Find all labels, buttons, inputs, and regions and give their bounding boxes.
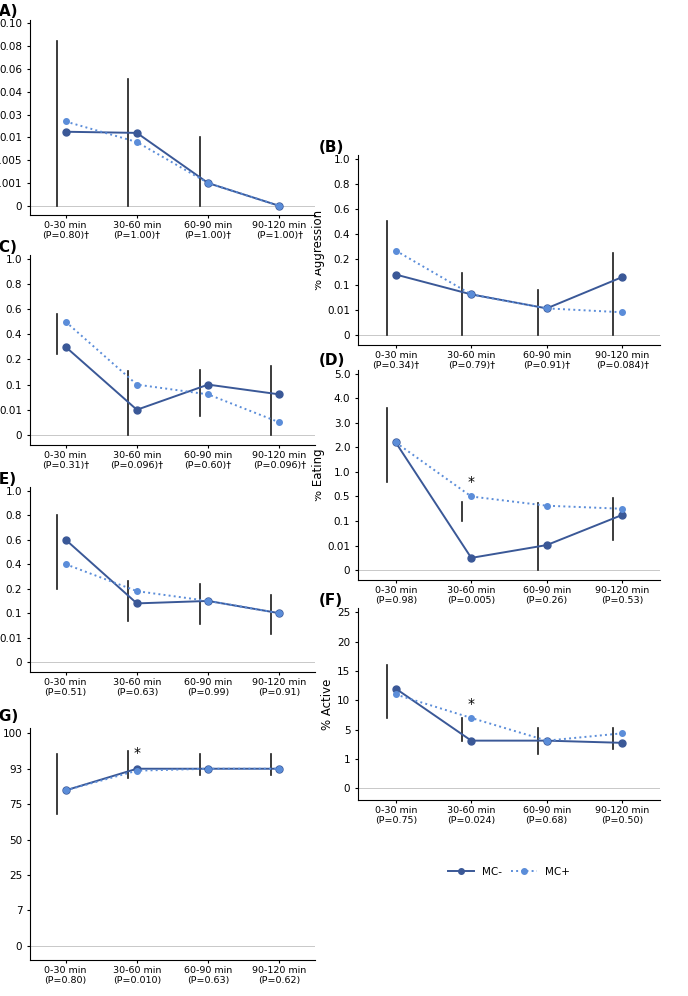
- Legend: MC-, MC+: MC-, MC+: [107, 507, 237, 526]
- Text: *: *: [468, 475, 475, 489]
- Legend: MC-, MC+: MC-, MC+: [444, 863, 574, 881]
- Text: (F): (F): [319, 593, 343, 608]
- Y-axis label: % Eating: % Eating: [312, 448, 325, 501]
- Text: (B): (B): [319, 139, 344, 154]
- Text: (G): (G): [0, 709, 19, 724]
- Legend: MC-, MC+: MC-, MC+: [444, 407, 574, 425]
- Text: (E): (E): [0, 472, 17, 487]
- Text: *: *: [468, 697, 475, 711]
- Legend: MC-, MC+: MC-, MC+: [107, 279, 237, 297]
- Text: (D): (D): [319, 354, 345, 369]
- Y-axis label: % Active: % Active: [321, 678, 334, 730]
- Legend: MC-, MC+: MC-, MC+: [107, 733, 237, 751]
- Legend: MC-, MC+: MC-, MC+: [444, 648, 574, 666]
- Text: (C): (C): [0, 240, 18, 255]
- Y-axis label: % Aggression: % Aggression: [312, 210, 325, 290]
- Text: *: *: [133, 746, 140, 760]
- Text: (A): (A): [0, 4, 19, 19]
